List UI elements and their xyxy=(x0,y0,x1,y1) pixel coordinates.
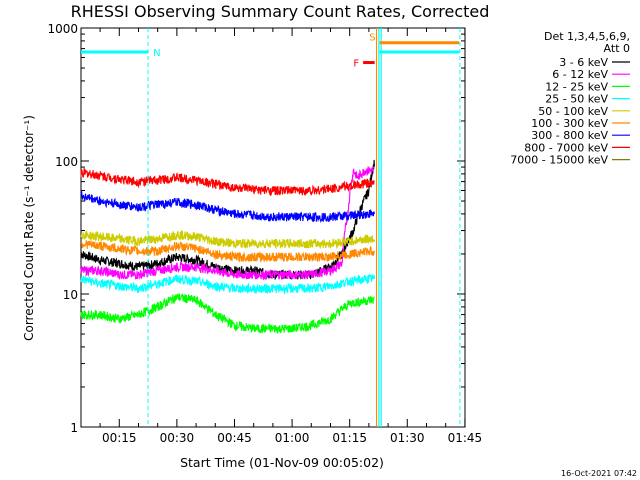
legend-label: 12 - 25 keV xyxy=(545,80,608,93)
plot-area xyxy=(80,27,466,428)
series-line-2 xyxy=(80,166,375,281)
series-layer xyxy=(80,159,375,334)
x-axis-label: Start Time (01-Nov-09 00:05:02) xyxy=(180,455,384,470)
legend-label: 6 - 12 keV xyxy=(552,68,608,81)
x-tick-label: 00:15 xyxy=(102,431,137,445)
mode-label-s: S xyxy=(369,33,375,44)
axis-ticks xyxy=(81,27,466,428)
series-line-3 xyxy=(80,293,375,334)
legend-label: 25 - 50 keV xyxy=(545,93,608,106)
series-line-4 xyxy=(80,273,375,296)
series-line-1 xyxy=(80,159,375,281)
chart-title: RHESSI Observing Summary Count Rates, Co… xyxy=(71,2,490,21)
mode-label-n: N xyxy=(153,48,160,59)
annotation-layer: N F S xyxy=(81,28,461,427)
series-line-7 xyxy=(80,191,375,224)
x-tick-label: 01:15 xyxy=(332,431,367,445)
y-tick-label: 10 xyxy=(63,288,78,302)
y-tick-label: 1000 xyxy=(47,22,78,36)
y-tick-label: 1 xyxy=(70,421,78,435)
x-tick-label: 00:45 xyxy=(217,431,252,445)
series-line-8 xyxy=(80,168,375,196)
x-tick-label: 00:30 xyxy=(160,431,195,445)
legend-label: 50 - 100 keV xyxy=(538,105,608,118)
legend-label: 3 - 6 keV xyxy=(559,56,608,69)
series-line-6 xyxy=(80,240,375,263)
legend-label: 800 - 7000 keV xyxy=(524,141,608,154)
footer-timestamp: 16-Oct-2021 07:42 xyxy=(561,469,637,478)
legend-header-detectors: Det 1,3,4,5,6,9, xyxy=(544,30,630,43)
y-tick-label: 100 xyxy=(55,155,78,169)
series-line-5 xyxy=(80,230,375,250)
legend-label: 7000 - 15000 keV xyxy=(510,154,608,167)
y-axis-label: Corrected Count Rate (s⁻¹ detector⁻¹) xyxy=(22,115,36,341)
axis-tick-labels: 00:15 00:30 00:45 01:00 01:15 01:30 01:45 1 10 10… xyxy=(47,22,482,445)
x-tick-label: 01:45 xyxy=(448,431,483,445)
x-tick-label: 01:30 xyxy=(390,431,425,445)
legend-label: 100 - 300 keV xyxy=(531,117,608,130)
legend-header-attenuator: Att 0 xyxy=(604,42,630,55)
legend-label: 300 - 800 keV xyxy=(531,129,608,142)
mode-label-f: F xyxy=(353,59,359,70)
x-tick-label: 01:00 xyxy=(275,431,310,445)
